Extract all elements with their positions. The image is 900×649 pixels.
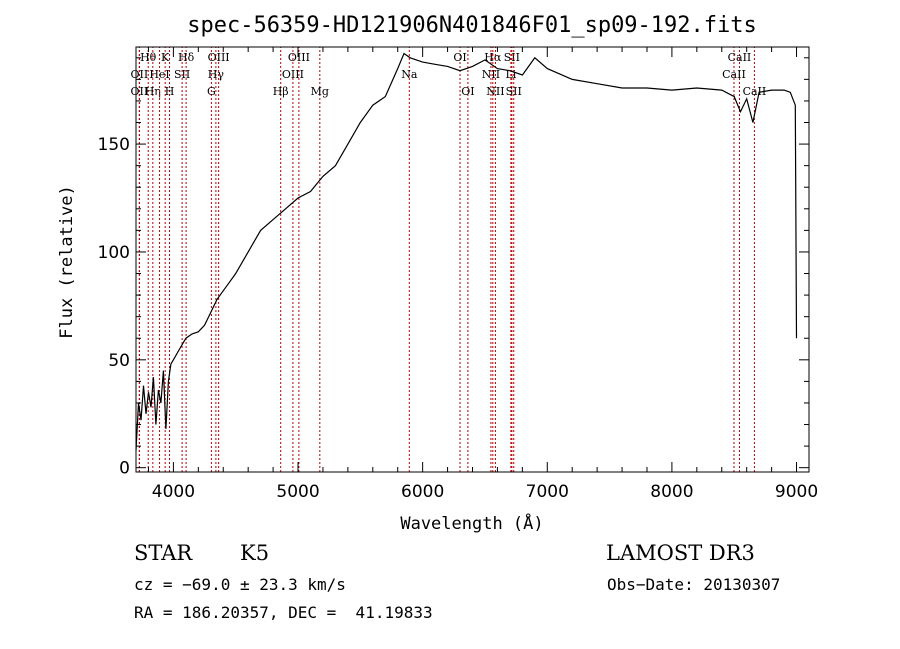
x-tick-label: 9000 [775, 482, 818, 502]
line-mark-label: HeI [149, 68, 169, 81]
line-mark-label: Li [505, 68, 516, 81]
line-mark-label: OI [453, 51, 466, 64]
y-tick-label: 0 [119, 459, 130, 479]
line-mark-label: OI [461, 85, 474, 98]
y-axis-label: Flux (relative) [57, 185, 77, 339]
y-tick-label: 150 [98, 135, 130, 155]
line-mark-label: NII [482, 68, 500, 81]
line-mark-label: OIII [282, 68, 304, 81]
line-mark-label: Hβ [273, 85, 289, 98]
line-mark-label: CaII [728, 51, 752, 64]
line-mark-label: Hθ [140, 51, 157, 64]
x-tick-label: 7000 [526, 482, 569, 502]
line-mark-label: SII [504, 51, 520, 64]
plot-frame [135, 46, 810, 473]
y-tick-label: 50 [108, 351, 130, 371]
obs-date: Obs−Date: 20130307 [607, 575, 781, 594]
line-mark-label: SII [506, 85, 522, 98]
spectrum-line [135, 52, 798, 451]
line-mark-label: Hδ [178, 51, 195, 64]
x-tick-label: 6000 [401, 482, 444, 502]
line-mark-label: SII [174, 68, 190, 81]
survey-name: LAMOST DR3 [606, 541, 755, 565]
line-mark-label: Na [401, 68, 418, 81]
line-mark-label: K [161, 51, 170, 64]
line-mark-label: NII [486, 85, 504, 98]
y-tick-label: 100 [98, 243, 130, 263]
line-mark-label: Hη [145, 85, 161, 98]
line-mark-label: G [207, 85, 216, 98]
line-mark-label: OIII [208, 51, 230, 64]
line-mark-label: OIII [288, 51, 310, 64]
line-mark-label: CaII [743, 85, 767, 98]
x-axis-ticks: 4000 5000 6000 7000 8000 9000 [147, 47, 818, 502]
line-mark-label: OII [131, 85, 149, 98]
line-mark-label: Hγ [208, 68, 225, 81]
coordinates: RA = 186.20357, DEC = 41.19833 [134, 603, 433, 622]
y-axis-ticks: 0 50 100 150 [98, 57, 809, 479]
x-axis-label: Wavelength (Å) [400, 512, 543, 534]
x-tick-label: 5000 [276, 482, 319, 502]
line-mark-label: H [165, 85, 175, 98]
object-subclass: K5 [240, 541, 270, 565]
redshift-text: cz = −69.0 ± 23.3 km/s [134, 575, 346, 594]
x-tick-label: 8000 [650, 482, 693, 502]
line-mark-label: Mg [311, 85, 329, 98]
object-class: STAR [134, 541, 193, 565]
x-tick-label: 4000 [152, 482, 195, 502]
line-mark-label: CaII [722, 68, 746, 81]
line-mark-label: Hα [484, 51, 502, 64]
chart-title: spec-56359-HD121906N401846F01_sp09-192.f… [187, 13, 757, 38]
